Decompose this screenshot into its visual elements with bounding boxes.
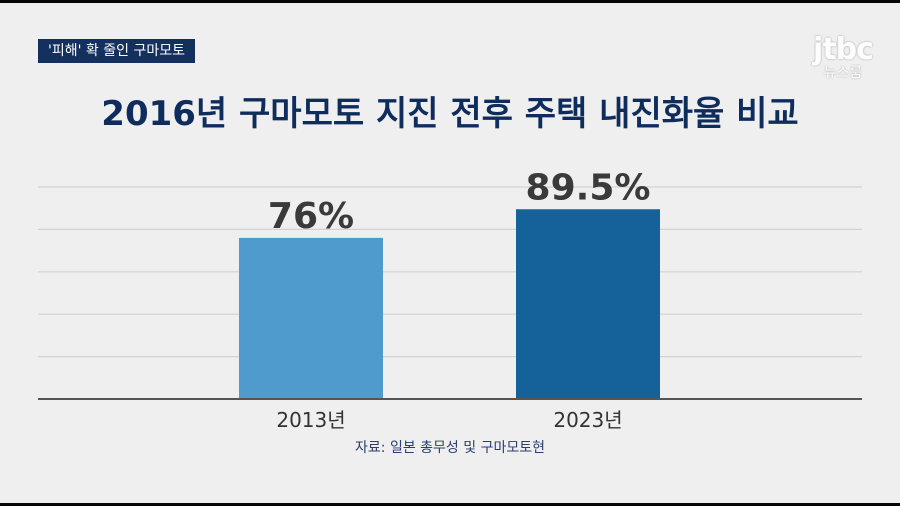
bar-2 [516,209,660,399]
logo-jtbc: jtbc [813,32,874,67]
chart-title: 2016년 구마모토 지진 전후 주택 내진화율 비교 [101,94,799,134]
logo-newsroom: 뉴스룸 [823,65,863,81]
story-tag: '피해' 확 줄인 구마모토 [38,39,195,63]
top-letterbox [0,0,900,3]
x-tick-label-1: 2013년 [276,408,345,432]
broadcaster-logo: jtbc 뉴스룸 [810,32,876,82]
source-note: 자료: 일본 총무성 및 구마모토현 [355,440,545,456]
data-label-1: 76% [268,196,354,237]
data-label-2: 89.5% [526,167,651,208]
bar-1 [239,237,383,399]
bottom-letterbox [0,503,900,506]
x-tick-label-2: 2023년 [553,408,622,432]
